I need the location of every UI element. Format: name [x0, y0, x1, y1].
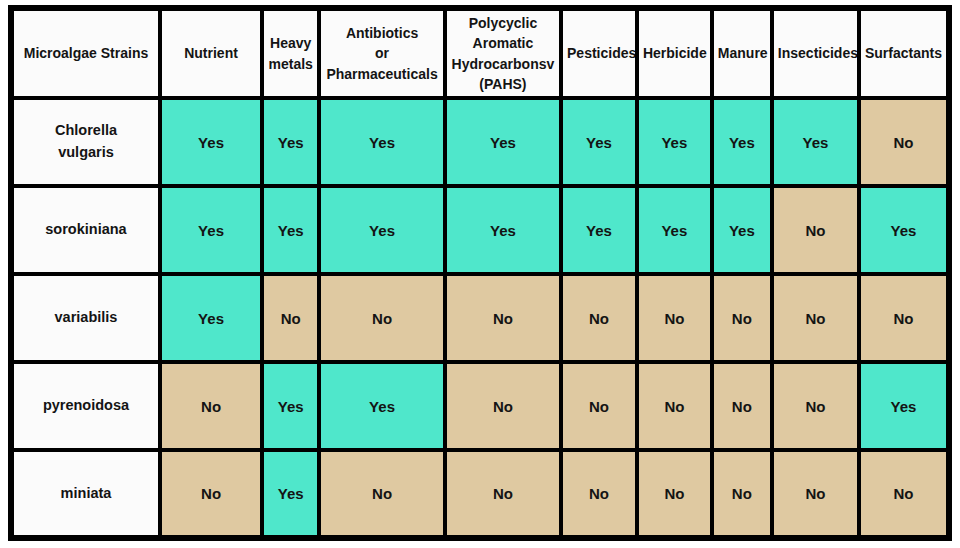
- header-cell-1: Nutrient: [160, 8, 262, 98]
- value-cell: No: [445, 274, 561, 362]
- value-cell: No: [772, 186, 859, 274]
- value-cell: No: [772, 450, 859, 538]
- strain-cell: miniata: [11, 450, 160, 538]
- tolerance-table: Microalgae StrainsNutrientHeavy metalsAn…: [8, 5, 952, 541]
- page: Microalgae StrainsNutrientHeavy metalsAn…: [0, 0, 960, 548]
- value-cell: No: [859, 98, 949, 186]
- value-cell: Yes: [637, 186, 712, 274]
- value-cell: No: [772, 274, 859, 362]
- table-row: miniataNoYesNoNoNoNoNoNoNo: [11, 450, 949, 538]
- value-cell: No: [772, 362, 859, 450]
- value-cell: No: [262, 274, 319, 362]
- table-header: Microalgae StrainsNutrientHeavy metalsAn…: [11, 8, 949, 98]
- value-cell: Yes: [859, 362, 949, 450]
- value-cell: Yes: [160, 98, 262, 186]
- value-cell: No: [160, 450, 262, 538]
- header-cell-3: Antibiotics or Pharmaceuticals: [319, 8, 445, 98]
- value-cell: Yes: [160, 186, 262, 274]
- strain-cell: Chlorella vulgaris: [11, 98, 160, 186]
- value-cell: Yes: [637, 98, 712, 186]
- value-cell: Yes: [561, 98, 637, 186]
- value-cell: Yes: [859, 186, 949, 274]
- value-cell: No: [445, 362, 561, 450]
- table-body: Chlorella vulgarisYesYesYesYesYesYesYesY…: [11, 98, 949, 538]
- value-cell: No: [445, 450, 561, 538]
- value-cell: No: [319, 274, 445, 362]
- value-cell: No: [859, 450, 949, 538]
- value-cell: Yes: [262, 362, 319, 450]
- header-cell-9: Surfactants: [859, 8, 949, 98]
- table-row: sorokinianaYesYesYesYesYesYesYesNoYes: [11, 186, 949, 274]
- header-row: Microalgae StrainsNutrientHeavy metalsAn…: [11, 8, 949, 98]
- value-cell: Yes: [262, 450, 319, 538]
- value-cell: Yes: [319, 186, 445, 274]
- value-cell: No: [561, 274, 637, 362]
- table-row: variabilisYesNoNoNoNoNoNoNoNo: [11, 274, 949, 362]
- header-cell-7: Manure: [712, 8, 772, 98]
- table-row: pyrenoidosaNoYesYesNoNoNoNoNoYes: [11, 362, 949, 450]
- header-cell-8: Insecticides: [772, 8, 859, 98]
- value-cell: Yes: [319, 98, 445, 186]
- header-cell-6: Herbicide: [637, 8, 712, 98]
- header-cell-4: Polycyclic Aromatic Hydrocarbonsv (PAHS): [445, 8, 561, 98]
- table-row: Chlorella vulgarisYesYesYesYesYesYesYesY…: [11, 98, 949, 186]
- value-cell: Yes: [319, 362, 445, 450]
- value-cell: Yes: [262, 186, 319, 274]
- value-cell: Yes: [262, 98, 319, 186]
- header-cell-2: Heavy metals: [262, 8, 319, 98]
- value-cell: Yes: [445, 98, 561, 186]
- value-cell: Yes: [712, 186, 772, 274]
- strain-cell: pyrenoidosa: [11, 362, 160, 450]
- value-cell: No: [712, 450, 772, 538]
- value-cell: No: [637, 450, 712, 538]
- strain-cell: sorokiniana: [11, 186, 160, 274]
- value-cell: No: [319, 450, 445, 538]
- value-cell: Yes: [160, 274, 262, 362]
- header-cell-5: Pesticides: [561, 8, 637, 98]
- value-cell: Yes: [772, 98, 859, 186]
- value-cell: No: [712, 274, 772, 362]
- value-cell: No: [859, 274, 949, 362]
- value-cell: No: [712, 362, 772, 450]
- value-cell: Yes: [445, 186, 561, 274]
- value-cell: No: [637, 362, 712, 450]
- value-cell: Yes: [712, 98, 772, 186]
- value-cell: No: [160, 362, 262, 450]
- value-cell: No: [561, 362, 637, 450]
- value-cell: No: [637, 274, 712, 362]
- value-cell: Yes: [561, 186, 637, 274]
- strain-cell: variabilis: [11, 274, 160, 362]
- value-cell: No: [561, 450, 637, 538]
- header-cell-0: Microalgae Strains: [11, 8, 160, 98]
